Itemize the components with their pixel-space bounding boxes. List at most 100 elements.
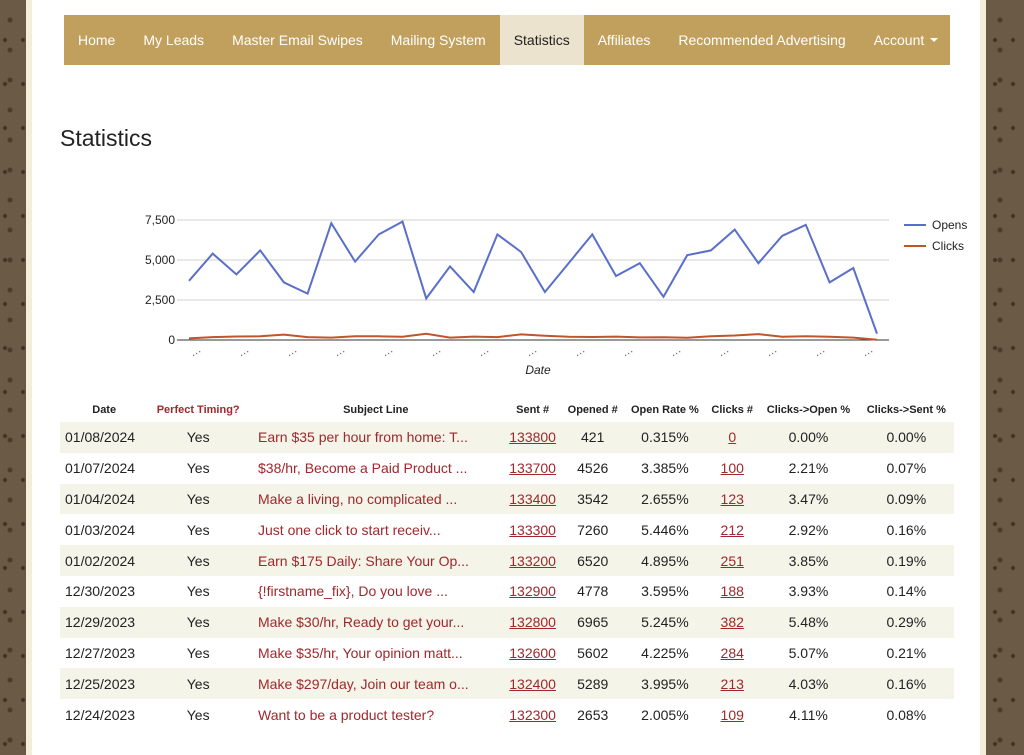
cell-opened: 5602 [577, 644, 609, 661]
cell-open-rate: 3.995% [623, 668, 707, 700]
clicks-link[interactable]: 100 [720, 460, 744, 477]
series-line-clicks [188, 332, 878, 341]
x-tick-label: … [188, 343, 204, 359]
nav-statistics[interactable]: Statistics [499, 15, 584, 65]
col-header-subject-line[interactable]: Subject Line [343, 404, 409, 416]
content-panel: Home My Leads Master Email Swipes Mailin… [32, 0, 980, 755]
sent-link[interactable]: 132400 [509, 675, 556, 692]
cell-clicks: 284 [706, 638, 758, 669]
cell-clicks: 100 [706, 453, 758, 484]
clicks-link[interactable]: 188 [720, 583, 744, 600]
table-row: 12/29/2023 Yes Make $30/hr, Ready to get y… [60, 606, 954, 638]
cell-sent: 133400 [503, 483, 562, 515]
nav-recommended-advertising[interactable]: Recommended Advertising [678, 32, 846, 48]
main-navbar: Home My Leads Master Email Swipes Mailin… [64, 15, 950, 65]
cell-opened: 4778 [577, 583, 609, 600]
cell-sent: 132800 [503, 606, 562, 638]
cell-subject-line[interactable]: Just one click to start receiv... [258, 521, 441, 538]
clicks-link[interactable]: 109 [720, 706, 744, 723]
cell-subject-line[interactable]: Make $297/day, Join our team o... [248, 668, 504, 700]
cell-open-rate: 2.655% [623, 483, 707, 515]
clicks-link[interactable]: 284 [720, 644, 744, 661]
cell-sent: 132300 [504, 699, 562, 730]
sent-link[interactable]: 133300 [509, 521, 556, 538]
sent-link[interactable]: 132800 [509, 614, 556, 631]
x-tick-label: … [572, 343, 588, 359]
cell-perfect-timing: Yes [148, 422, 248, 453]
cell-opened: 7260 [577, 521, 609, 538]
col-header-perfect-timing[interactable]: Perfect Timing? [156, 404, 240, 416]
cell-perfect-timing: Yes [148, 483, 248, 515]
cell-sent: 132400 [503, 668, 562, 700]
cell-clicks-open: 0.00% [758, 422, 859, 453]
nav-account-dropdown[interactable]: Account [860, 15, 953, 65]
cell-subject-line[interactable]: Want to be a product tester? [258, 706, 435, 723]
x-axis-label: Date [525, 363, 551, 377]
cell-subject-line[interactable]: Make $30/hr, Ready to get your... [248, 606, 504, 638]
x-tick-label: … [380, 343, 396, 359]
col-header-sent[interactable]: Sent # [516, 404, 550, 416]
col-header-open-rate[interactable]: Open Rate % [630, 404, 699, 416]
cell-clicks-sent: 0.19% [858, 545, 954, 576]
cell-perfect-timing: Yes [186, 521, 210, 538]
cell-perfect-timing: Yes [186, 644, 210, 661]
legend-label-opens: Opens [932, 218, 967, 232]
table-row: 01/03/2024 Yes Just one click to start rec… [60, 514, 954, 545]
sent-link[interactable]: 133800 [509, 429, 556, 446]
x-tick-label: … [332, 343, 348, 359]
sent-link[interactable]: 132900 [509, 583, 556, 600]
cell-subject-line[interactable]: Make $35/hr, Your opinion matt... [258, 644, 463, 661]
clicks-link[interactable]: 382 [720, 614, 744, 631]
nav-home[interactable]: Home [78, 32, 116, 48]
sent-link[interactable]: 132300 [509, 706, 556, 723]
y-tick-label: 7,500 [145, 213, 175, 227]
cell-clicks-open: 3.47% [758, 483, 859, 515]
col-header-date[interactable]: Date [92, 404, 117, 416]
clicks-link[interactable]: 251 [720, 552, 744, 569]
nav-my-leads[interactable]: My Leads [143, 32, 205, 48]
col-header-clicks-sent[interactable]: Clicks->Sent % [866, 404, 946, 416]
cell-open-rate: 5.245% [623, 606, 707, 638]
cell-clicks: 0 [706, 422, 759, 453]
clicks-link[interactable]: 123 [720, 490, 744, 507]
page-title: Statistics [60, 125, 153, 151]
cell-clicks-open: 2.21% [788, 460, 829, 477]
table-row: 12/30/2023 Yes {!firstname_fix}, Do you lo… [60, 576, 954, 607]
cell-subject-line[interactable]: {!firstname_fix}, Do you love ... [258, 583, 448, 600]
sent-link[interactable]: 133700 [509, 460, 556, 477]
col-header-clicks-open[interactable]: Clicks->Open % [766, 404, 851, 416]
cell-subject-line[interactable]: Make a living, no complicated ... [248, 483, 504, 515]
cell-perfect-timing: Yes [186, 583, 210, 600]
table-row: 12/27/2023 Yes Make $35/hr, Your opinion m… [60, 638, 954, 669]
clicks-link[interactable]: 213 [720, 675, 744, 692]
clicks-link[interactable]: 0 [728, 429, 737, 446]
col-header-clicks[interactable]: Clicks # [711, 404, 754, 416]
cell-date: 12/25/2023 [60, 668, 149, 700]
table-row: 12/25/2023 Yes Make $297/day, Join our tea… [60, 668, 954, 700]
x-tick-label: … [524, 343, 540, 359]
x-tick-label: … [284, 343, 300, 359]
cell-clicks-open: 2.92% [788, 521, 829, 538]
sent-link[interactable]: 132600 [509, 644, 556, 661]
col-header-opened[interactable]: Opened # [567, 404, 618, 416]
nav-mailing-system[interactable]: Mailing System [390, 32, 486, 48]
x-tick-label: … [668, 343, 684, 359]
cell-clicks: 251 [706, 545, 759, 576]
clicks-link[interactable]: 212 [720, 521, 744, 538]
table-row: 01/08/2024 Yes Earn $35 per hour from home… [60, 422, 954, 453]
x-tick-label: … [428, 343, 444, 359]
cell-clicks: 109 [706, 699, 758, 730]
cell-subject-line[interactable]: Earn $35 per hour from home: T... [248, 422, 504, 453]
y-tick-label: 0 [168, 333, 175, 347]
sent-link[interactable]: 133200 [509, 552, 556, 569]
cell-subject-line[interactable]: Earn $175 Daily: Share Your Op... [248, 545, 504, 576]
cell-subject-line[interactable]: $38/hr, Become a Paid Product ... [258, 460, 468, 477]
nav-master-email-swipes[interactable]: Master Email Swipes [232, 32, 363, 48]
cell-clicks-sent: 0.09% [858, 483, 954, 515]
nav-affiliates[interactable]: Affiliates [597, 32, 651, 48]
cell-opened: 2653 [577, 706, 609, 723]
table-row: 12/24/2023 Yes Want to be a product tester… [60, 699, 954, 730]
sent-link[interactable]: 133400 [509, 490, 556, 507]
cell-clicks-sent: 0.16% [858, 668, 954, 700]
cell-clicks-open: 5.48% [758, 606, 859, 638]
